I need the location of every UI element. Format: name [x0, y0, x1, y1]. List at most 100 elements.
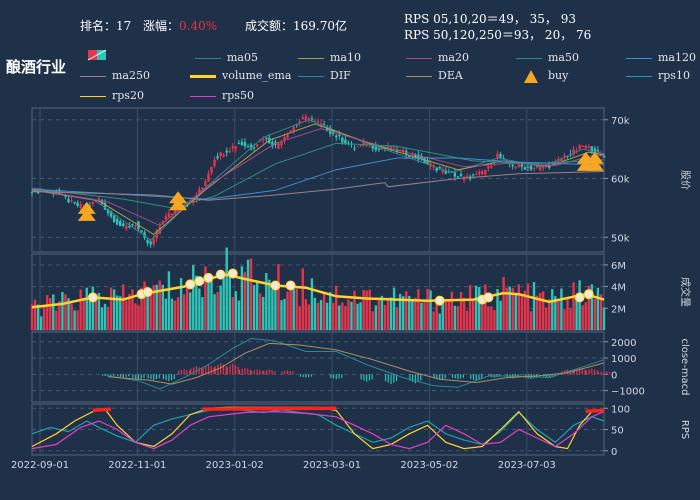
volume-bar — [466, 311, 468, 330]
volume-ema-marker — [575, 293, 584, 302]
macd-histogram-bar — [582, 369, 583, 375]
volume-bar — [253, 285, 255, 330]
macd-histogram-bar — [311, 374, 312, 376]
volume-bar — [168, 271, 170, 330]
volume-bar — [104, 304, 106, 330]
rps-high-segment — [93, 409, 111, 410]
macd-histogram-bar — [239, 370, 240, 375]
volume-bar — [369, 290, 371, 330]
volume-bar — [533, 282, 535, 330]
volume-bar — [490, 307, 492, 330]
macd-histogram-bar — [302, 374, 303, 377]
macd-histogram-bar — [284, 371, 285, 374]
volume-bar — [244, 272, 246, 330]
macd-histogram-bar — [141, 374, 142, 378]
macd-histogram-bar — [292, 371, 293, 374]
macd-histogram-bar — [259, 370, 260, 374]
macd-histogram-bar — [363, 374, 364, 380]
y-tick-label-volume: 6M — [611, 261, 626, 272]
macd-histogram-bar — [300, 374, 301, 376]
candle-body — [232, 146, 234, 148]
volume-bar — [271, 289, 273, 330]
macd-histogram-bar — [125, 374, 126, 376]
volume-bar — [256, 282, 258, 330]
candle-body — [140, 230, 142, 232]
volume-bar — [101, 307, 103, 330]
candle-body — [235, 146, 237, 148]
y-tick-label-rps: 0 — [611, 447, 617, 458]
volume-bar — [262, 297, 264, 330]
volume-bar — [174, 301, 176, 330]
candle-body — [113, 216, 115, 223]
candle-body — [323, 124, 325, 125]
volume-bar — [177, 297, 179, 330]
volume-bar — [198, 289, 200, 330]
candle-body — [512, 165, 514, 167]
volume-bar — [393, 288, 395, 330]
volume-bar — [317, 303, 319, 330]
volume-bar — [286, 291, 288, 330]
macd-histogram-bar — [361, 374, 362, 379]
volume-bar — [305, 299, 307, 330]
volume-ema-marker — [186, 280, 195, 289]
candle-body — [67, 199, 69, 202]
candle-body — [481, 171, 483, 174]
macd-histogram-bar — [254, 370, 255, 374]
candle-body — [314, 119, 316, 120]
macd-histogram-bar — [588, 369, 589, 374]
volume-bar — [387, 298, 389, 330]
candle-body — [222, 155, 224, 156]
volume-bar — [429, 290, 431, 330]
candle-body — [122, 223, 124, 225]
volume-bar — [432, 311, 434, 330]
volume-bar — [478, 287, 480, 330]
candle-body — [168, 213, 170, 217]
volume-bar — [159, 280, 161, 330]
volume-bar — [569, 308, 571, 330]
volume-bar — [594, 299, 596, 330]
candle-body — [247, 146, 249, 147]
macd-histogram-bar — [308, 374, 309, 377]
volume-ema-marker — [228, 269, 237, 278]
volume-bar — [365, 291, 367, 330]
candle-body — [454, 173, 456, 177]
candle-body — [341, 138, 343, 143]
volume-bar — [86, 288, 88, 330]
volume-bar — [335, 286, 337, 330]
volume-bar — [61, 292, 63, 330]
volume-bar — [296, 289, 298, 330]
candle-body — [490, 166, 492, 167]
macd-histogram-bar — [168, 374, 169, 381]
candle-body — [277, 143, 279, 149]
macd-histogram-bar — [159, 374, 160, 378]
volume-bar — [502, 277, 504, 330]
macd-histogram-bar — [226, 366, 227, 374]
y-tick-label-rps: 100 — [611, 404, 630, 415]
volume-bar — [213, 294, 215, 330]
macd-histogram-bar — [186, 370, 187, 374]
macd-histogram-bar — [336, 374, 337, 379]
volume-bar — [201, 297, 203, 330]
candle-body — [241, 142, 243, 145]
candle-body — [499, 154, 501, 158]
volume-bar — [171, 299, 173, 330]
volume-ema-marker — [143, 288, 152, 297]
candle-body — [92, 202, 94, 204]
candle-body — [207, 174, 209, 182]
volume-bar — [43, 306, 45, 330]
macd-histogram-bar — [205, 366, 206, 374]
macd-histogram-bar — [338, 374, 339, 378]
macd-histogram-bar — [257, 369, 258, 374]
volume-bar — [575, 299, 577, 330]
volume-bar — [390, 297, 392, 330]
macd-histogram-bar — [385, 374, 386, 381]
volume-bar — [119, 296, 121, 330]
candle-body — [457, 176, 459, 177]
volume-bar — [572, 282, 574, 330]
candle-body — [487, 166, 489, 169]
macd-histogram-bar — [148, 374, 149, 378]
volume-bar — [530, 311, 532, 330]
y-tick-label-price: 60k — [611, 175, 630, 186]
volume-bar — [329, 292, 331, 330]
volume-bar — [238, 301, 240, 330]
